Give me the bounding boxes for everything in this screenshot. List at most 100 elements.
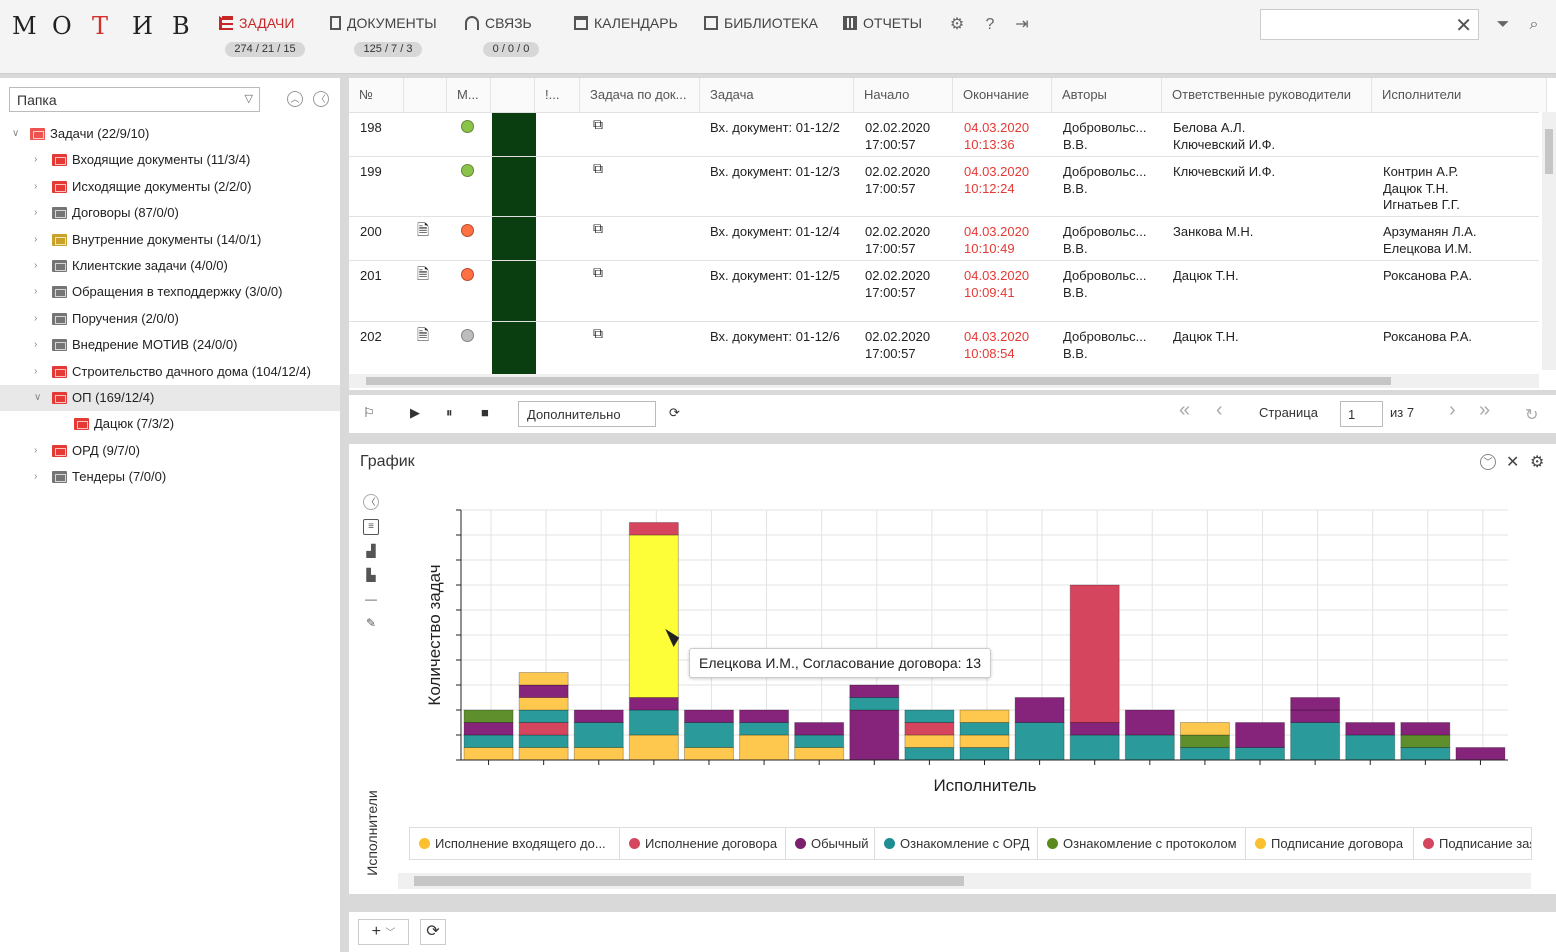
tree-item[interactable]: › Исходящие документы (2/2/0) (0, 174, 340, 200)
collapsed-arrow-icon[interactable]: › (34, 233, 38, 245)
legend-item[interactable]: Подписание договора (1246, 828, 1414, 859)
filter-icon[interactable]: ⏷ (1496, 16, 1510, 33)
tree-item[interactable]: › Входящие документы (11/3/4) (0, 147, 340, 173)
table-row[interactable]: 201 🗎 ⧉ Вх. документ: 01-12/5 02.02.2020 17:0… (349, 260, 1539, 322)
scrollbar-thumb[interactable] (1545, 129, 1553, 174)
stacked-chart-icon[interactable]: ▙ (366, 568, 376, 582)
collapse-graph-icon[interactable]: ﹀ (1480, 454, 1496, 470)
grid-horizontal-scrollbar[interactable] (349, 374, 1539, 388)
stop-icon[interactable]: ■ (481, 405, 489, 420)
tree-item[interactable]: Дацюк (7/3/2) (0, 411, 340, 437)
nav-calendar[interactable]: КАЛЕНДАРЬ (574, 15, 678, 31)
nav-reports[interactable]: ОТЧЕТЫ (843, 15, 922, 31)
column-header[interactable]: Начало (854, 78, 953, 112)
tree-item[interactable]: › Строительство дачного дома (104/12/4) (0, 359, 340, 385)
line-icon[interactable]: — (365, 592, 377, 606)
collapsed-arrow-icon[interactable]: › (34, 286, 38, 298)
legend-item[interactable]: Ознакомление с протоколом (1038, 828, 1246, 859)
settings-icon[interactable]: ⚙ (949, 16, 965, 33)
tree-item[interactable]: › Внутренние документы (14/0/1) (0, 227, 340, 253)
expanded-arrow-icon[interactable]: ∨ (12, 128, 20, 139)
nav-documents[interactable]: ДОКУМЕНТЫ (330, 15, 437, 31)
table-row[interactable]: 199 ⧉ Вх. документ: 01-12/3 02.02.2020 17:00… (349, 156, 1539, 217)
column-header[interactable] (491, 78, 535, 112)
legend-item[interactable]: Исполнение договора (620, 828, 786, 859)
legend-scrollbar[interactable] (398, 873, 1531, 889)
legend-item[interactable]: Обычный (786, 828, 875, 859)
help-icon[interactable]: ? (985, 16, 995, 33)
legend-item[interactable]: Исполнение входящего до... (410, 828, 620, 859)
collapsed-arrow-icon[interactable]: › (34, 180, 38, 192)
collapsed-arrow-icon[interactable]: › (34, 444, 38, 456)
pause-icon[interactable]: ⏸ (446, 405, 453, 420)
scrollbar-thumb[interactable] (366, 377, 1391, 385)
column-header[interactable]: Авторы (1052, 78, 1162, 112)
tree-item[interactable]: › Договоры (87/0/0) (0, 200, 340, 226)
collapse-left-icon[interactable]: 〈 (313, 91, 329, 107)
column-header[interactable] (404, 78, 447, 112)
first-page-icon[interactable]: « (1179, 399, 1191, 421)
page-input[interactable]: 1 (1340, 401, 1383, 427)
pencil-icon[interactable]: ✎ (365, 616, 377, 630)
column-header[interactable]: М... (447, 78, 491, 112)
bar-chart-icon[interactable]: ▟ (366, 544, 376, 558)
search-icon[interactable]: ⌕ (1529, 16, 1539, 33)
column-header[interactable]: Исполнители (1372, 78, 1547, 112)
nav-communication[interactable]: СВЯЗЬ (465, 15, 532, 31)
tree-item[interactable]: › Обращения в техподдержку (3/0/0) (0, 279, 340, 305)
column-header[interactable]: № (349, 78, 404, 112)
search-input[interactable]: ✕ (1260, 9, 1479, 40)
reload-icon[interactable]: ↻ (1525, 407, 1539, 424)
legend-item[interactable]: Ознакомление с ОРД (875, 828, 1038, 859)
next-page-icon[interactable]: › (1449, 399, 1456, 421)
collapsed-arrow-icon[interactable]: › (34, 260, 38, 271)
tree-item[interactable]: › Внедрение МОТИВ (24/0/0) (0, 332, 340, 358)
nav-library[interactable]: БИБЛИОТЕКА (704, 15, 818, 31)
tree-item-label: Дацюк (7/3/2) (94, 416, 175, 432)
collapsed-arrow-icon[interactable]: › (34, 471, 38, 483)
list-view-icon[interactable]: ≡ (363, 519, 379, 535)
column-header[interactable]: Окончание (953, 78, 1052, 112)
refresh-settings-icon[interactable]: ⟳ (669, 405, 680, 420)
collapsed-arrow-icon[interactable]: › (34, 365, 38, 377)
add-button[interactable]: + ﹀ (358, 919, 409, 945)
close-icon[interactable]: ✕ (1506, 454, 1520, 471)
logout-icon[interactable]: ⇥ (1015, 16, 1029, 33)
refresh-button[interactable]: ⟳ (420, 919, 446, 945)
additional-dropdown[interactable]: Дополнительно (518, 401, 656, 427)
flag-icon[interactable]: ⚐ (363, 405, 375, 420)
legend-swatch (629, 838, 640, 849)
headset-icon (465, 16, 479, 30)
collapsed-arrow-icon[interactable]: › (34, 339, 38, 351)
column-header[interactable]: Задача (700, 78, 854, 112)
tree-item[interactable]: ∨ Задачи (22/9/10) (0, 121, 340, 147)
prev-page-icon[interactable]: ‹ (1216, 399, 1223, 421)
column-header[interactable]: !... (535, 78, 580, 112)
legend-item[interactable]: Подписание зая... (1414, 828, 1531, 859)
scrollbar-thumb[interactable] (414, 876, 964, 886)
column-header[interactable]: Ответственные руководители (1162, 78, 1372, 112)
collapsed-arrow-icon[interactable]: › (34, 312, 38, 324)
column-header[interactable]: Задача по док... (580, 78, 700, 112)
collapse-up-icon[interactable]: ︿ (287, 91, 303, 107)
grid-vertical-scrollbar[interactable] (1542, 112, 1556, 370)
tree-item[interactable]: ∨ ОП (169/12/4) (0, 385, 340, 411)
last-page-icon[interactable]: » (1479, 399, 1491, 421)
tree-item[interactable]: › Поручения (2/0/0) (0, 306, 340, 332)
play-icon[interactable]: ▶ (410, 405, 420, 420)
tree-item[interactable]: › Тендеры (7/0/0) (0, 464, 340, 490)
back-icon[interactable]: 〈 (363, 494, 379, 510)
table-row[interactable]: 200 🗎 ⧉ Вх. документ: 01-12/4 02.02.2020 17:0… (349, 216, 1539, 261)
table-row[interactable]: 198 ⧉ Вх. документ: 01-12/2 02.02.2020 17:00… (349, 112, 1539, 157)
expanded-arrow-icon[interactable]: ∨ (34, 392, 42, 403)
gear-icon[interactable]: ⚙ (1530, 454, 1545, 471)
clear-search-icon[interactable]: ✕ (1455, 15, 1472, 37)
folder-select[interactable]: Папка ▽ (9, 87, 260, 112)
collapsed-arrow-icon[interactable]: › (34, 207, 38, 219)
collapsed-arrow-icon[interactable]: › (34, 154, 38, 166)
table-row[interactable]: 202 🗎 ⧉ Вх. документ: 01-12/6 02.02.2020 17:0… (349, 321, 1539, 374)
nav-tasks[interactable]: ЗАДАЧИ (219, 15, 294, 31)
tree-item[interactable]: › ОРД (9/7/0) (0, 438, 340, 464)
tree-item[interactable]: › Клиентские задачи (4/0/0) (0, 253, 340, 279)
